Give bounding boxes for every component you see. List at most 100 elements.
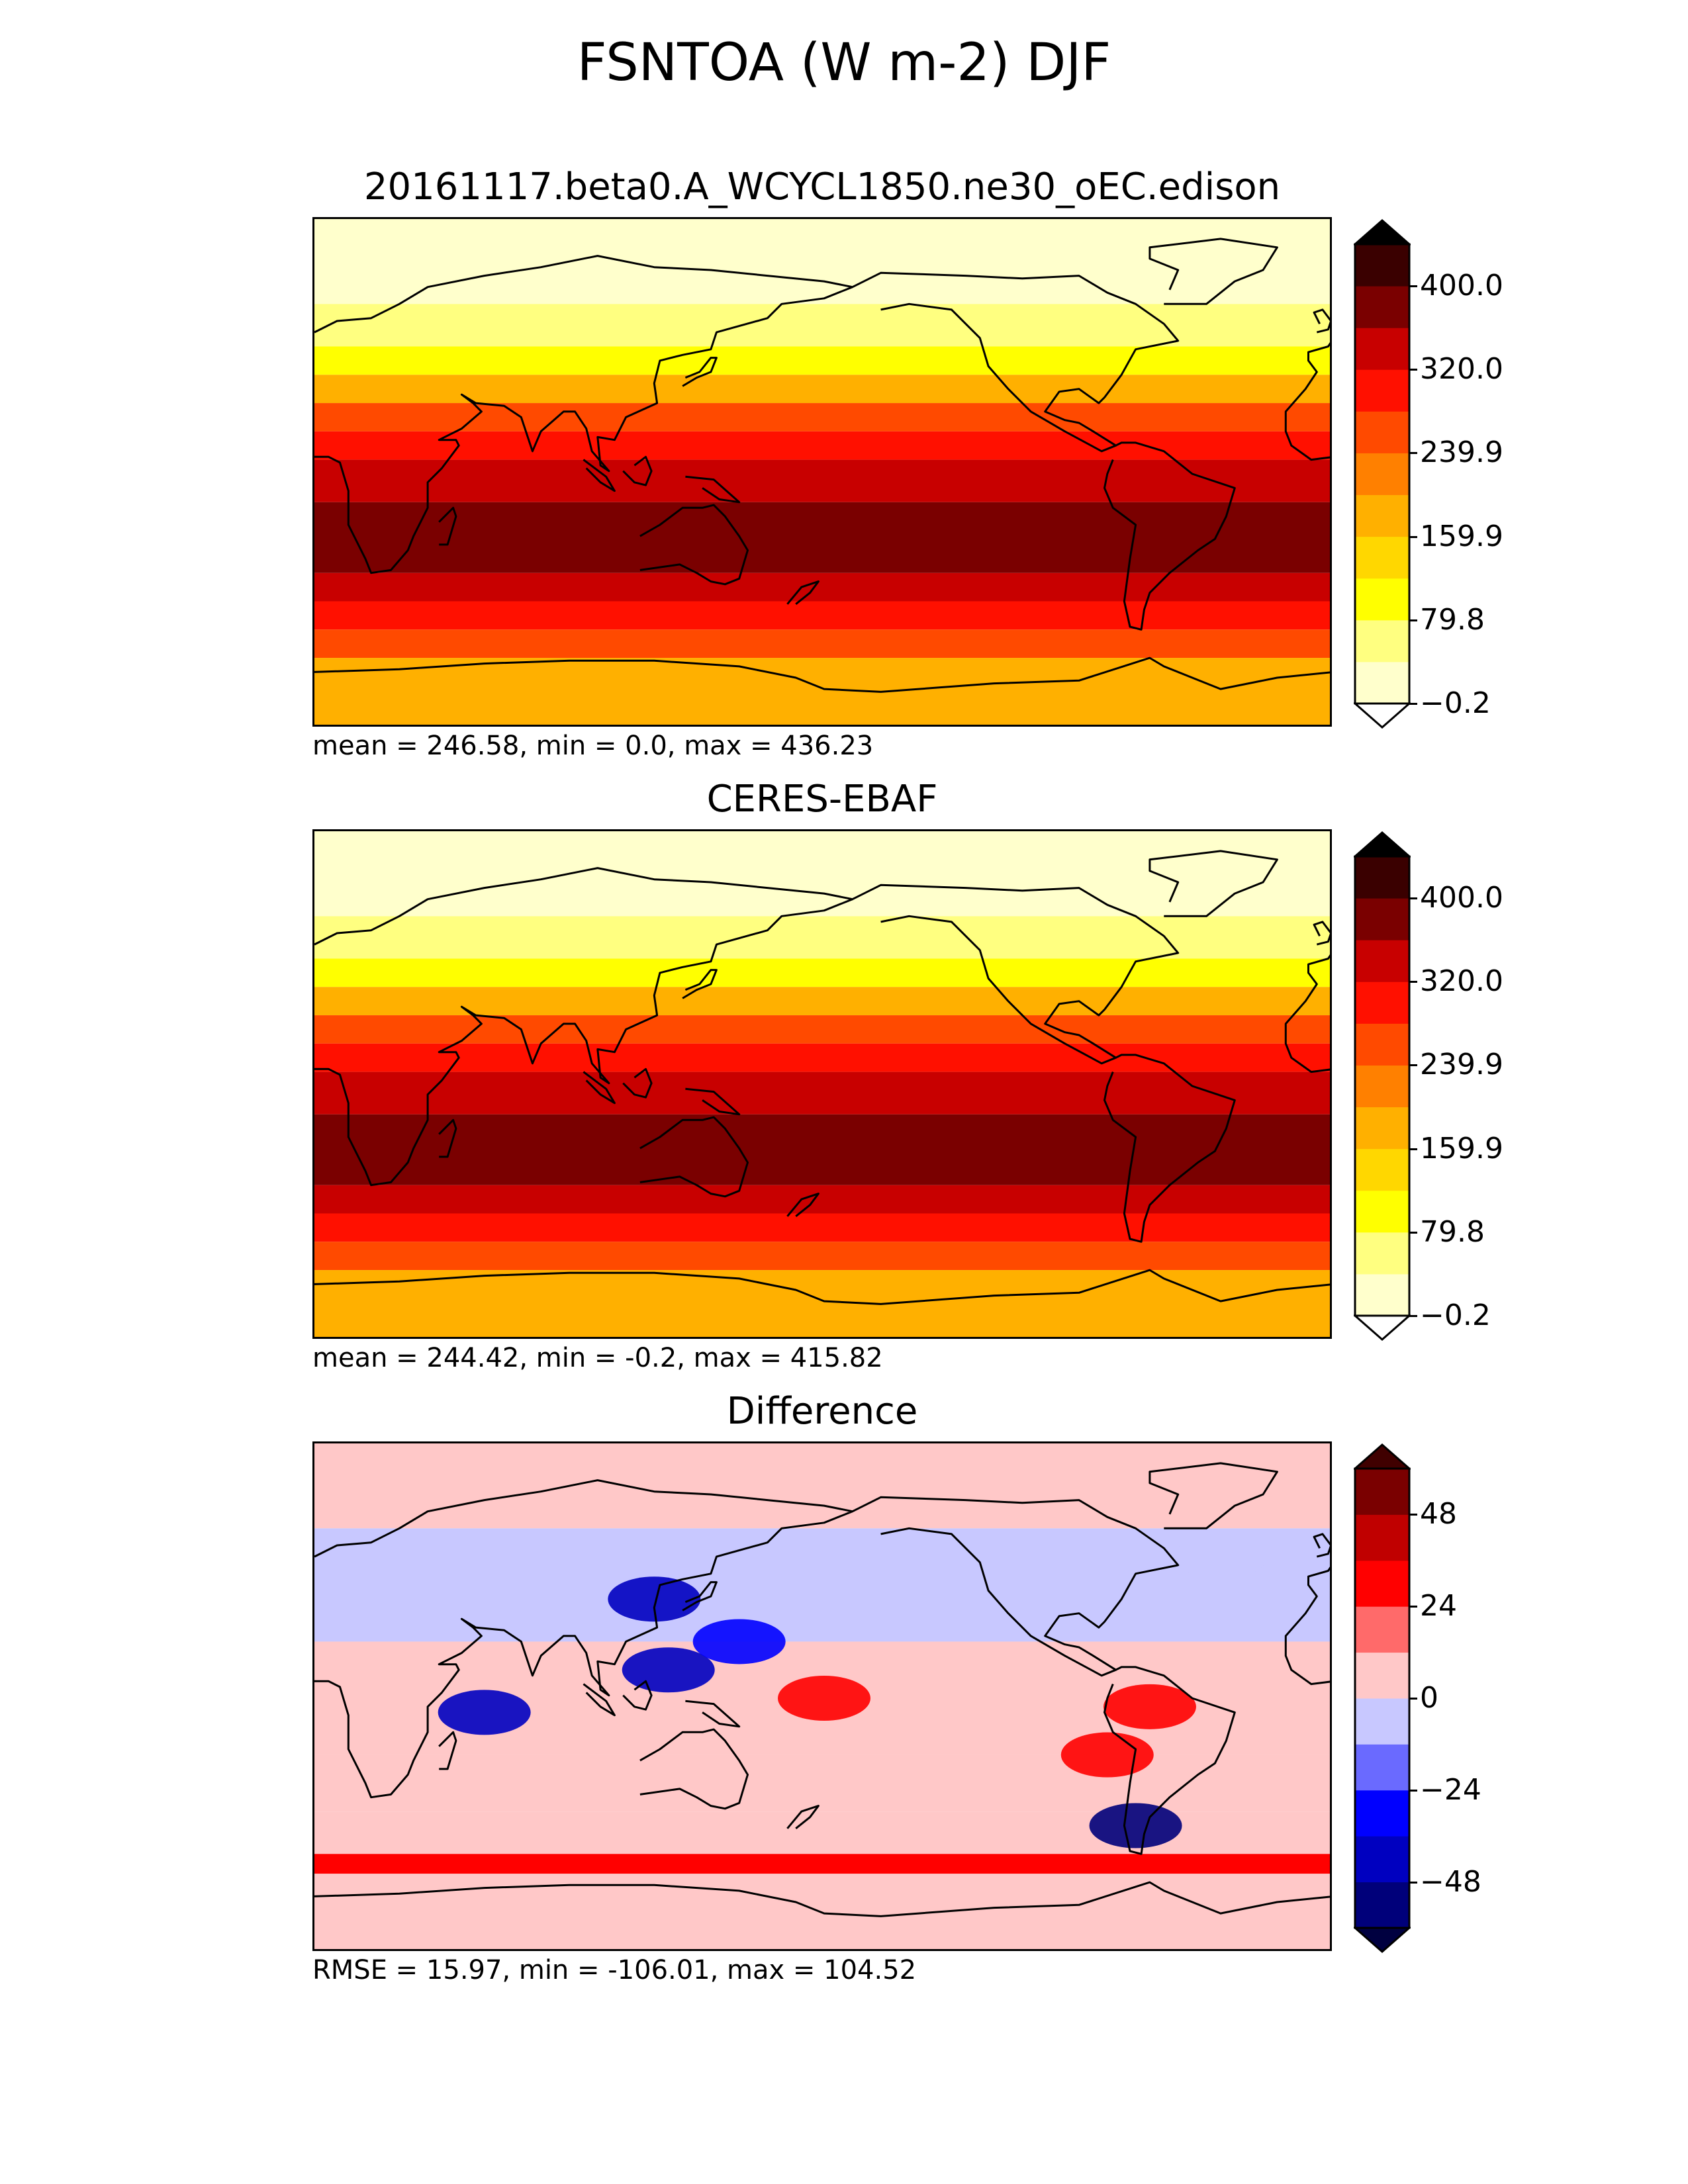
colorbar-tick-label: −24: [1420, 1772, 1481, 1807]
lat-band: [314, 1185, 1330, 1214]
coastline: [1284, 341, 1330, 461]
map-svg: [314, 219, 1330, 725]
coastline: [314, 657, 1330, 693]
map-panel: [312, 217, 1332, 727]
colorbar-segment: [1355, 411, 1409, 453]
colorbar-segment: [1355, 1469, 1409, 1515]
colorbar-segment: [1355, 1148, 1409, 1191]
coastline: [639, 504, 749, 586]
panel-stats: mean = 244.42, min = -0.2, max = 415.82: [312, 1343, 883, 1373]
colorbar-tick-label: 48: [1420, 1497, 1457, 1531]
coastline: [583, 1071, 616, 1105]
colorbar-segment: [1355, 856, 1409, 899]
panel-title: CERES-EBAF: [706, 778, 938, 821]
colorbar-extend-max: [1352, 219, 1412, 246]
colorbar-tick-label: −0.2: [1420, 686, 1491, 720]
lat-band: [314, 1754, 1330, 1812]
map-panel: [312, 1441, 1332, 1951]
lat-band: [314, 502, 1330, 573]
coastline: [1313, 921, 1330, 946]
lat-band: [314, 1443, 1330, 1529]
figure-title: FSNTOA (W m-2) DJF: [577, 33, 1111, 93]
lat-band: [314, 403, 1330, 432]
lat-band: [314, 375, 1330, 404]
colorbar-tick-label: 0: [1420, 1681, 1438, 1715]
coastline: [622, 455, 653, 486]
anomaly-blob: [438, 1690, 531, 1735]
colorbar-segment: [1355, 1107, 1409, 1150]
colorbar-tick-label: 79.8: [1420, 602, 1485, 637]
coastline: [682, 1581, 718, 1612]
anomaly-blob: [1103, 1684, 1196, 1729]
coastline: [685, 1087, 741, 1116]
coastline: [314, 1479, 854, 1799]
coastline: [1313, 1533, 1330, 1558]
colorbar-tick-mark: [1409, 1606, 1417, 1608]
lat-band: [314, 1242, 1330, 1271]
colorbar-tick-mark: [1409, 1789, 1417, 1792]
coastline: [438, 506, 457, 546]
colorbar-tick-label: 400.0: [1420, 881, 1503, 915]
colorbar-segment: [1355, 661, 1409, 704]
colorbar-extend-max: [1352, 831, 1412, 858]
colorbar-tick-label: −48: [1420, 1864, 1481, 1899]
colorbar-tick-label: 79.8: [1420, 1214, 1485, 1249]
coastline: [438, 1731, 457, 1770]
anomaly-blob: [692, 1619, 786, 1664]
colorbar-tick-label: 239.9: [1420, 1048, 1503, 1082]
colorbar-tick-mark: [1409, 1315, 1417, 1317]
colorbar-tick-mark: [1409, 703, 1417, 705]
coastline: [786, 1805, 820, 1829]
lat-band: [314, 304, 1330, 347]
colorbar-outline: [1354, 855, 1411, 1317]
colorbar-segment: [1355, 981, 1409, 1024]
colorbar: [1352, 1443, 1412, 1956]
colorbar-segment: [1355, 244, 1409, 287]
colorbar-tick-label: 320.0: [1420, 964, 1503, 999]
coastline: [1149, 238, 1278, 305]
lat-band: [314, 572, 1330, 602]
colorbar-extend-min: [1352, 702, 1412, 729]
lat-band: [314, 629, 1330, 659]
coastline: [1103, 1666, 1236, 1855]
coastline: [1149, 1462, 1278, 1529]
colorbar-extend-min: [1352, 1927, 1412, 1953]
lat-band: [314, 958, 1330, 987]
coastline: [639, 1116, 749, 1198]
panel-stats: mean = 246.58, min = 0.0, max = 436.23: [312, 731, 874, 761]
coastline: [682, 357, 718, 387]
colorbar-segment: [1355, 898, 1409, 940]
colorbar-segment: [1355, 619, 1409, 662]
lat-band: [314, 658, 1330, 725]
colorbar-tick-mark: [1409, 535, 1417, 538]
colorbar-segment: [1355, 1273, 1409, 1316]
lat-band: [314, 431, 1330, 460]
coastline: [438, 1118, 457, 1158]
colorbar-segment: [1355, 1560, 1409, 1607]
anomaly-blob: [1174, 1534, 1267, 1580]
colorbar: [1352, 219, 1412, 731]
colorbar-segment: [1355, 578, 1409, 621]
colorbar-segment: [1355, 369, 1409, 412]
colorbar-tick-mark: [1409, 1231, 1417, 1234]
anomaly-blob: [1089, 1803, 1182, 1848]
coastline: [1313, 308, 1330, 334]
colorbar-tick-mark: [1409, 1698, 1417, 1700]
colorbar-tick-mark: [1409, 897, 1417, 900]
colorbar-segment: [1355, 1836, 1409, 1883]
colorbar-segment: [1355, 328, 1409, 370]
coastline: [1103, 1054, 1236, 1243]
map-svg: [314, 1443, 1330, 1949]
lat-band: [314, 1528, 1330, 1642]
colorbar-tick-label: 24: [1420, 1589, 1457, 1623]
colorbar-tick-mark: [1409, 1148, 1417, 1150]
colorbar-tick-label: 239.9: [1420, 435, 1503, 470]
colorbar-tick-label: 320.0: [1420, 352, 1503, 387]
map-svg: [314, 831, 1330, 1337]
map-panel: [312, 829, 1332, 1339]
lat-band: [314, 916, 1330, 959]
panel-title: Difference: [726, 1390, 918, 1433]
coastline: [685, 475, 741, 504]
coastline: [314, 867, 854, 1187]
coastline: [622, 1680, 653, 1711]
